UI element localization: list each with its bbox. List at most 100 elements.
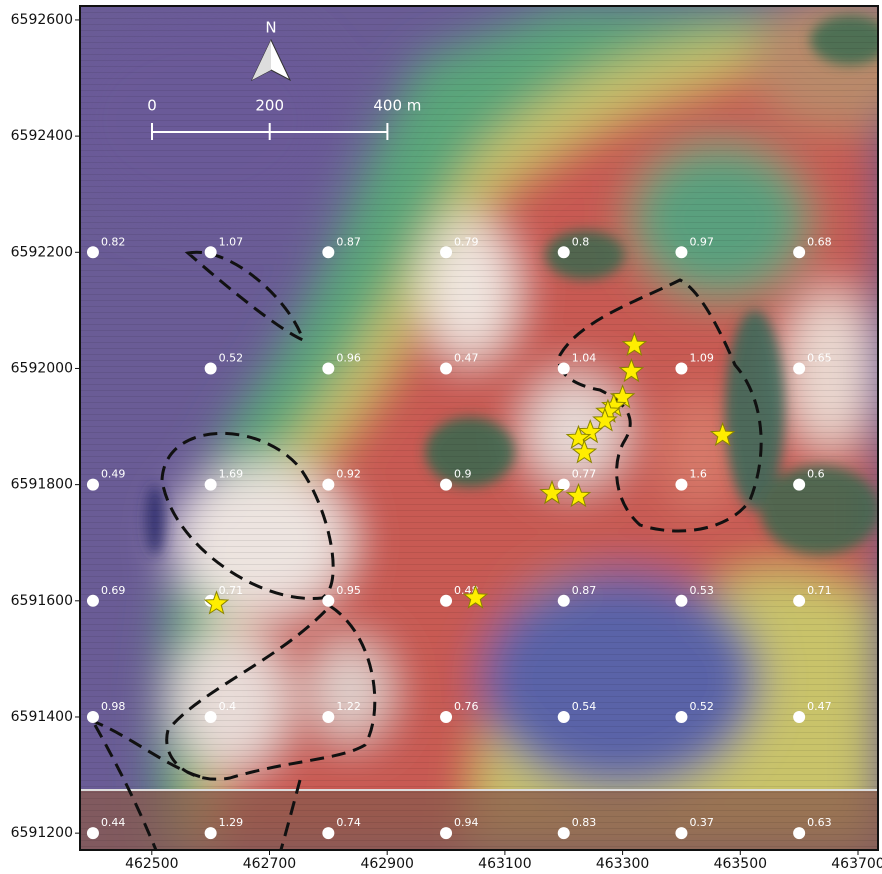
sample-value: 1.09 [689, 351, 714, 364]
sample-point [675, 362, 687, 374]
sample-value: 0.4 [219, 700, 237, 713]
sample-value: 0.65 [807, 351, 832, 364]
sample-point [87, 827, 99, 839]
sample-point [440, 246, 452, 258]
scale-bar-label: 400 m [373, 97, 421, 115]
sample-value: 0.94 [454, 816, 479, 829]
sample-point [675, 246, 687, 258]
sample-value: 0.83 [572, 816, 597, 829]
sample-value: 1.29 [219, 816, 244, 829]
sample-point [558, 246, 570, 258]
x-tick-label: 462900 [360, 856, 413, 872]
sample-value: 0.76 [454, 700, 479, 713]
sample-value: 0.77 [572, 468, 597, 481]
sample-point [440, 479, 452, 491]
sample-value: 0.9 [454, 468, 472, 481]
sample-value: 0.47 [454, 351, 479, 364]
sample-value: 0.68 [807, 235, 832, 248]
sample-point [322, 711, 334, 723]
sample-value: 1.69 [219, 468, 244, 481]
sample-value: 0.92 [336, 468, 361, 481]
x-tick-label: 462500 [125, 856, 178, 872]
sample-point [322, 827, 334, 839]
sample-value: 1.6 [689, 468, 707, 481]
y-tick-label: 6591200 [11, 825, 73, 841]
sample-point [205, 362, 217, 374]
sample-value: 0.52 [689, 700, 714, 713]
sample-point [675, 595, 687, 607]
sample-value: 0.98 [101, 700, 126, 713]
y-tick-label: 6592600 [11, 12, 73, 28]
sample-point [440, 595, 452, 607]
sample-value: 0.96 [336, 351, 361, 364]
sample-value: 0.74 [336, 816, 361, 829]
y-tick-label: 6592400 [11, 128, 73, 144]
sample-value: 1.04 [572, 351, 597, 364]
y-tick-label: 6592000 [11, 360, 73, 376]
x-tick-label: 463700 [831, 856, 882, 872]
y-tick-label: 6591400 [11, 709, 73, 725]
sample-value: 0.87 [336, 235, 361, 248]
sample-point [558, 827, 570, 839]
sample-value: 0.87 [572, 584, 597, 597]
sample-point [205, 246, 217, 258]
map-figure: N 462500 462700 462900 463100 463300 463500 46… [0, 0, 882, 874]
sample-point [793, 827, 805, 839]
sample-point [322, 246, 334, 258]
sample-point [558, 711, 570, 723]
sample-point [205, 479, 217, 491]
sample-value: 0.95 [336, 584, 361, 597]
sample-point [87, 711, 99, 723]
sample-value: 0.52 [219, 351, 244, 364]
sample-value: 0.82 [101, 235, 126, 248]
sample-point [87, 246, 99, 258]
x-tick-label: 462700 [243, 856, 296, 872]
x-tick-label: 463100 [478, 856, 531, 872]
y-tick-label: 6592200 [11, 244, 73, 260]
scale-bar-label: 200 [255, 97, 284, 115]
sample-point [793, 595, 805, 607]
sample-value: 0.53 [689, 584, 714, 597]
sample-value: 0.69 [101, 584, 126, 597]
sample-value: 0.44 [101, 816, 126, 829]
scale-bar-label: 0 [147, 97, 157, 115]
sample-point [87, 595, 99, 607]
sample-value: 0.97 [689, 235, 714, 248]
sample-value: 1.22 [336, 700, 361, 713]
sample-value: 0.47 [807, 700, 832, 713]
x-tick-label: 463500 [714, 856, 767, 872]
y-tick-label: 6591800 [11, 477, 73, 493]
sample-point [675, 827, 687, 839]
sample-point [322, 595, 334, 607]
sample-point [558, 595, 570, 607]
sample-point [793, 479, 805, 491]
sample-point [440, 362, 452, 374]
sample-value: 0.37 [689, 816, 714, 829]
sample-point [440, 711, 452, 723]
page: {"map": { "xlim": [462378, 463734], "yli… [0, 0, 882, 874]
sample-value: 1.07 [219, 235, 244, 248]
x-tick-label: 463300 [596, 856, 649, 872]
sample-point [675, 479, 687, 491]
sample-point [558, 362, 570, 374]
sample-value: 0.71 [807, 584, 832, 597]
sample-value: 0.63 [807, 816, 832, 829]
sample-point [322, 362, 334, 374]
sample-value: 0.6 [807, 468, 825, 481]
sample-value: 0.79 [454, 235, 479, 248]
sample-point [558, 479, 570, 491]
sample-point [87, 479, 99, 491]
sample-point [205, 827, 217, 839]
sample-point [440, 827, 452, 839]
sample-point [205, 711, 217, 723]
sample-point [675, 711, 687, 723]
north-label: N [265, 19, 276, 37]
sample-value: 0.71 [219, 584, 244, 597]
sample-point [793, 362, 805, 374]
heatmap [60, 0, 882, 860]
sample-value: 0.49 [101, 468, 126, 481]
sample-point [793, 246, 805, 258]
y-tick-label: 6591600 [11, 593, 73, 609]
sample-point [322, 479, 334, 491]
sample-point [793, 711, 805, 723]
